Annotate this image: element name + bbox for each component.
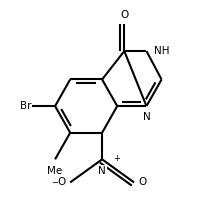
Text: N: N: [143, 112, 150, 122]
Text: NH: NH: [154, 46, 169, 56]
Text: Me: Me: [47, 166, 63, 176]
Text: O: O: [138, 177, 147, 188]
Text: Br: Br: [20, 101, 32, 111]
Text: +: +: [113, 154, 120, 163]
Text: O: O: [120, 10, 128, 20]
Text: N: N: [98, 166, 106, 176]
Text: O: O: [57, 177, 66, 188]
Text: −: −: [51, 178, 58, 187]
